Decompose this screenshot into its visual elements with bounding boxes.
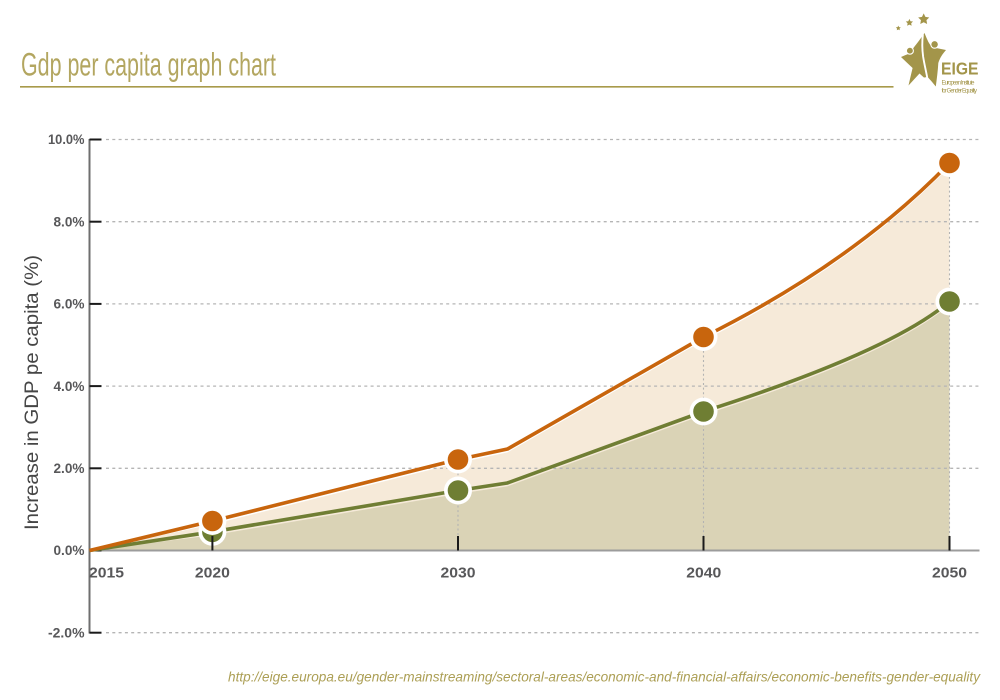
svg-text:2.0%: 2.0% [54, 461, 85, 476]
svg-text:-2.0%: -2.0% [48, 625, 85, 640]
svg-text:2015: 2015 [89, 565, 124, 582]
svg-text:European Institute: European Institute [942, 81, 976, 87]
svg-text:6.0%: 6.0% [54, 297, 85, 312]
svg-text:2050: 2050 [932, 565, 967, 582]
svg-text:2040: 2040 [686, 565, 721, 582]
svg-text:10.0%: 10.0% [48, 132, 85, 147]
svg-text:Gdp per capita graph chart: Gdp per capita graph chart [21, 47, 276, 83]
svg-text:2020: 2020 [195, 565, 230, 582]
svg-text:http://eige.europa.eu/gender-m: http://eige.europa.eu/gender-mainstreami… [228, 669, 981, 685]
svg-text:4.0%: 4.0% [54, 379, 85, 394]
svg-text:8.0%: 8.0% [54, 214, 85, 229]
svg-text:for Gender Equality: for Gender Equality [942, 89, 978, 95]
svg-text:2030: 2030 [441, 565, 476, 582]
svg-text:EIGE: EIGE [941, 59, 979, 79]
svg-text:0.0%: 0.0% [54, 543, 85, 558]
svg-text:Increase in GDP pe capita (%): Increase in GDP pe capita (%) [22, 255, 43, 530]
